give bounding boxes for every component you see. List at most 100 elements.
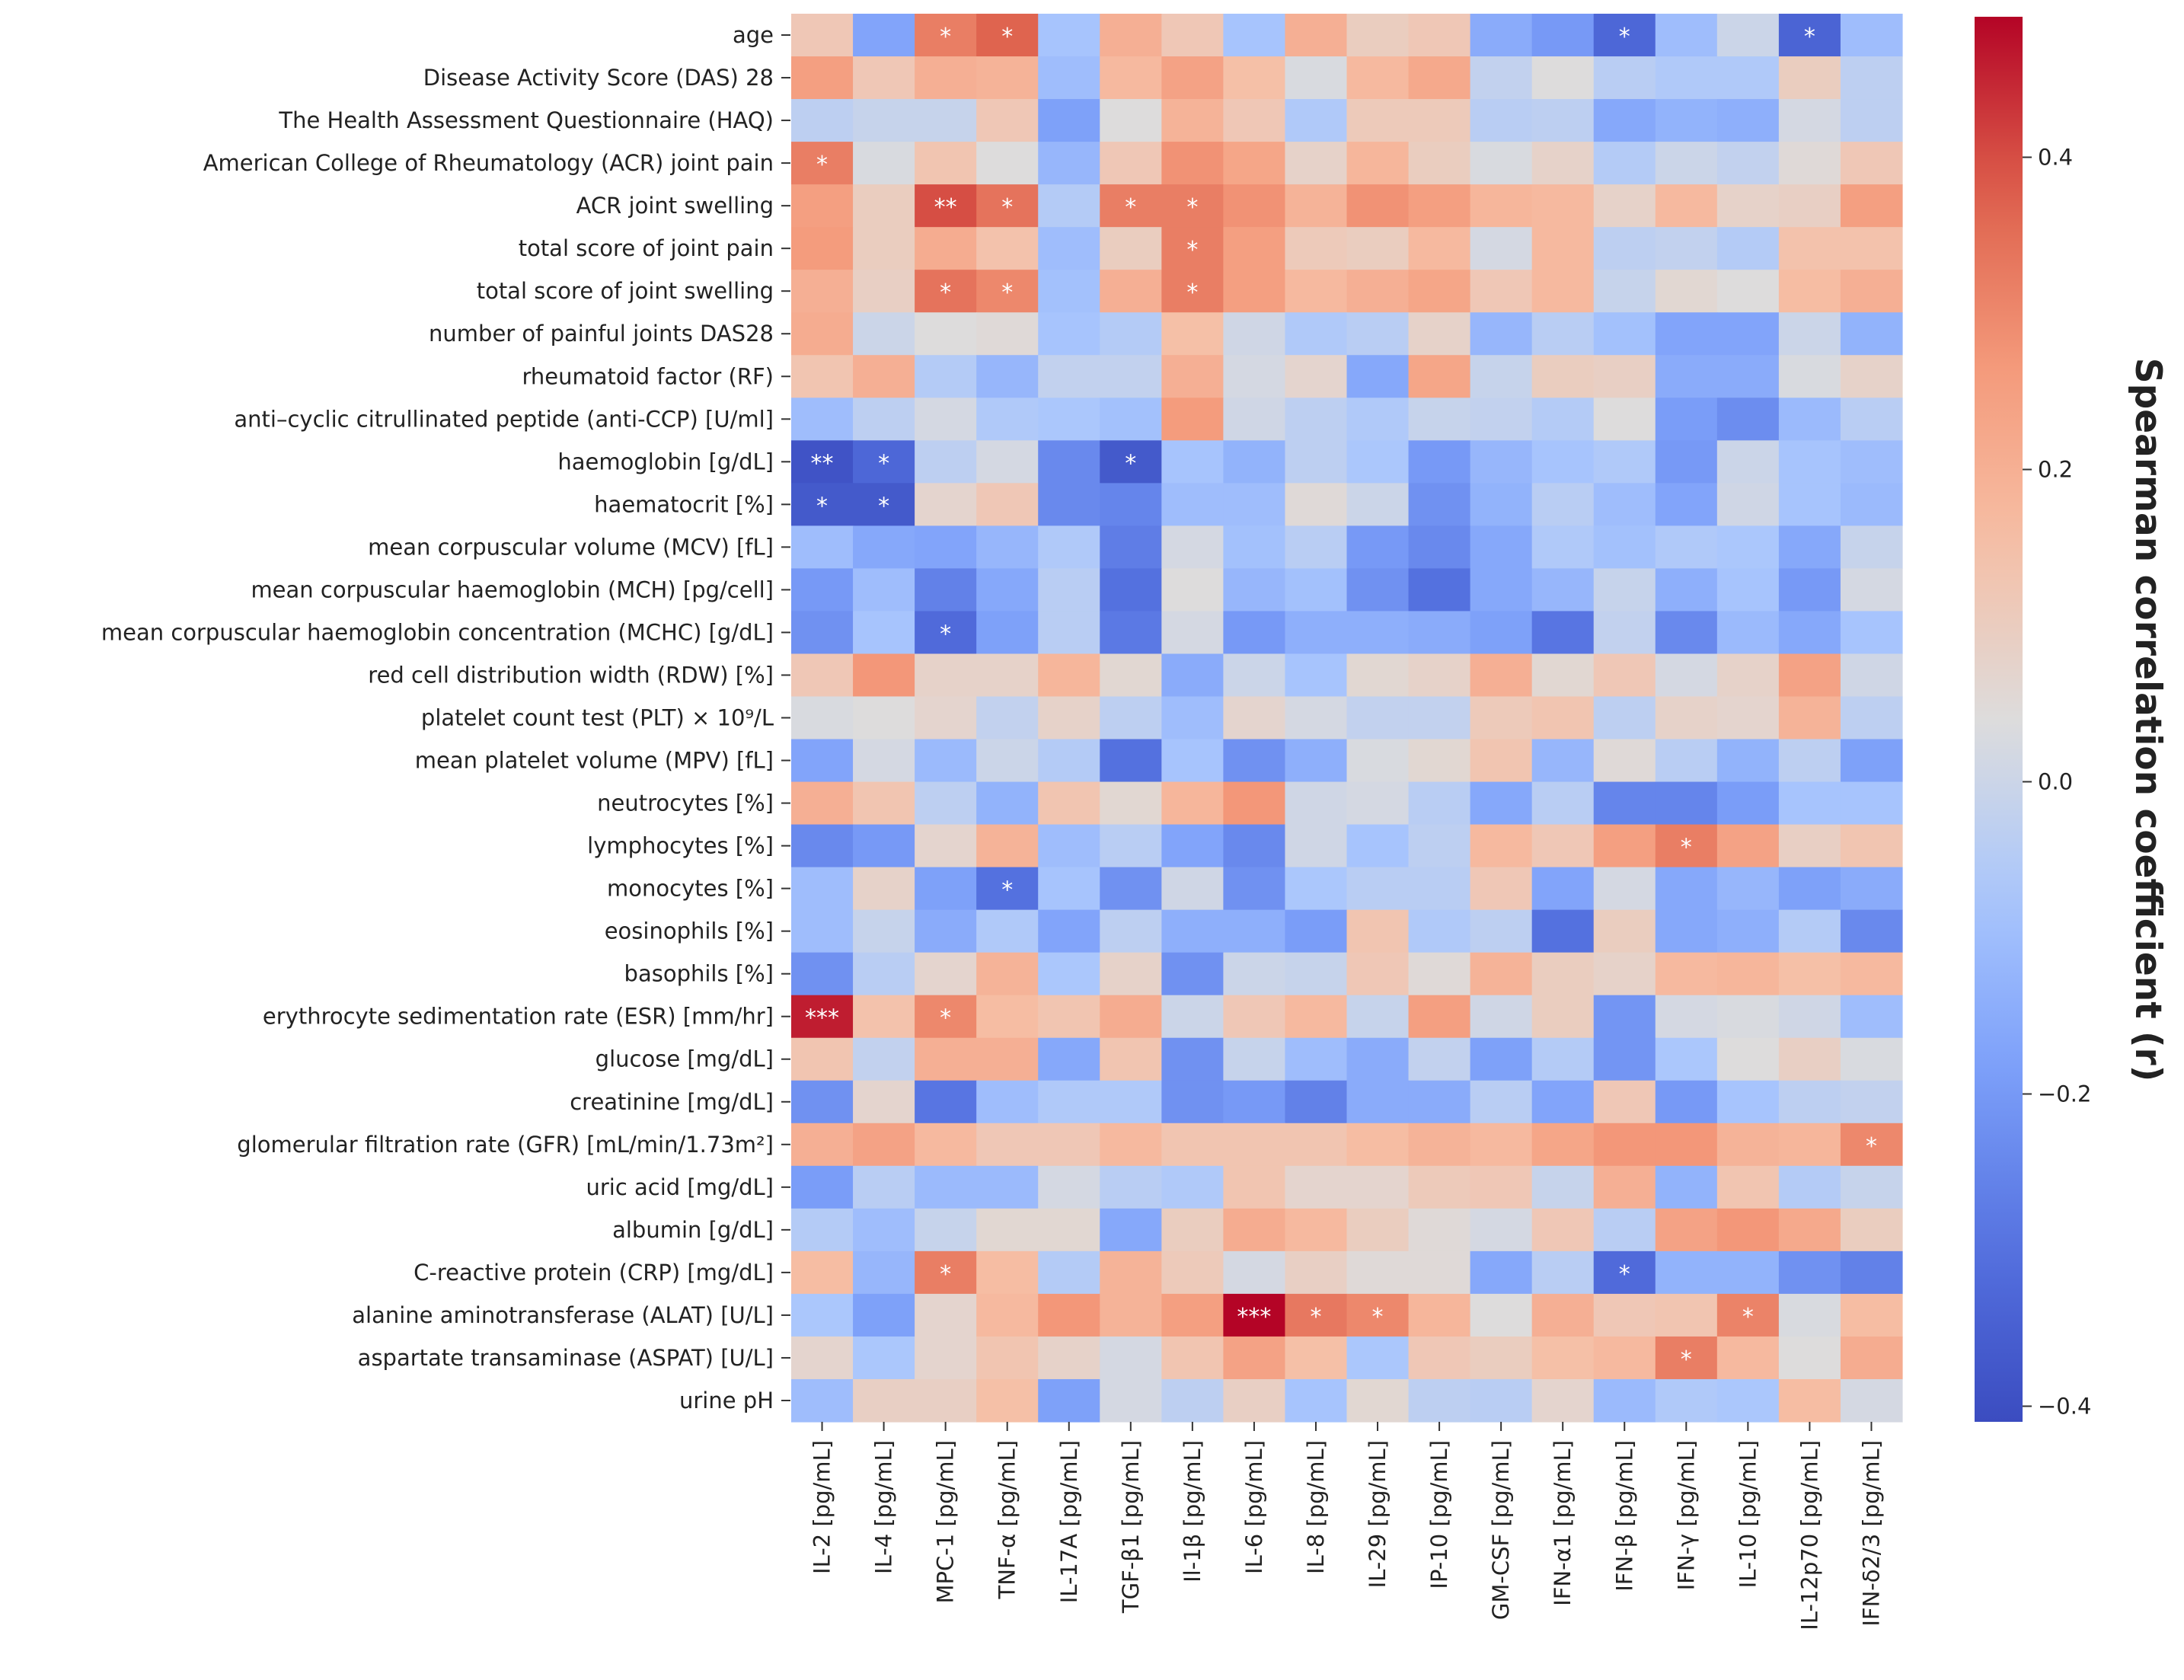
heatmap-cell: [1470, 1378, 1533, 1423]
heatmap-cell: [1840, 824, 1903, 868]
heatmap-cell: [915, 1165, 977, 1209]
heatmap-cell: [1038, 696, 1100, 740]
heatmap-cell: [1716, 99, 1780, 142]
heatmap-cell: [853, 909, 915, 953]
heatmap-cell: [1840, 56, 1903, 100]
heatmap-cell: [1531, 653, 1595, 698]
column-label: IL-17A [pg/mL]: [1056, 1440, 1082, 1603]
heatmap-cell: [1716, 653, 1780, 698]
heatmap-cell: [1470, 867, 1533, 911]
heatmap-cell: [1223, 1250, 1286, 1295]
heatmap-cell: [1778, 142, 1841, 185]
heatmap-cell: [976, 99, 1039, 142]
heatmap-cell: [1470, 1336, 1533, 1380]
colorbar-tick-label: −0.4: [2038, 1394, 2091, 1420]
heatmap-cell: [1593, 952, 1656, 996]
column-label: IFN-β [pg/mL]: [1611, 1440, 1637, 1592]
heatmap-cell: [853, 56, 915, 100]
heatmap-cell: [1038, 568, 1100, 612]
heatmap-cell: [1840, 1123, 1903, 1167]
heatmap-cell: [1778, 440, 1841, 484]
heatmap-cell: [1470, 227, 1533, 270]
column-label: IL-2 [pg/mL]: [809, 1440, 835, 1574]
heatmap-cell: [1408, 142, 1471, 185]
heatmap-cell: [1593, 696, 1656, 740]
significance-marker: *: [1804, 24, 1815, 50]
heatmap-cell: [1716, 1165, 1780, 1209]
heatmap-cell: [1038, 483, 1100, 526]
heatmap-cell: [1531, 56, 1595, 100]
heatmap-cell: [1223, 1336, 1286, 1380]
heatmap-cell: [1778, 1208, 1841, 1252]
heatmap-cell: [1778, 56, 1841, 100]
heatmap-cell: [853, 1037, 915, 1081]
heatmap-cell: [1716, 227, 1780, 270]
heatmap-cell: [1470, 1165, 1533, 1209]
heatmap-cell: [1285, 1165, 1348, 1209]
heatmap-cell: [1408, 1123, 1471, 1167]
heatmap-cell: [1408, 739, 1471, 783]
heatmap-cell: [1593, 611, 1656, 655]
heatmap-cell: [915, 312, 977, 356]
heatmap-cell: [1038, 56, 1100, 100]
heatmap-cell: [853, 440, 915, 484]
heatmap-cell: [853, 1165, 915, 1209]
heatmap-cell: [915, 653, 977, 698]
heatmap-cell: [1285, 355, 1348, 398]
heatmap-cell: [1285, 56, 1348, 100]
heatmap-cell: [1470, 440, 1533, 484]
heatmap-cell: [1408, 1378, 1471, 1423]
heatmap-cell: [1716, 398, 1780, 441]
heatmap-cell: [1346, 909, 1410, 953]
heatmap-cell: [1840, 867, 1903, 911]
heatmap-cell: [1223, 1123, 1286, 1167]
heatmap-cell: [1655, 653, 1718, 698]
heatmap-cell: [1408, 696, 1471, 740]
heatmap-cell: [1161, 824, 1224, 868]
row-label: haematocrit [%]: [594, 491, 774, 517]
heatmap-cell: [1346, 568, 1410, 612]
heatmap-cell: [1100, 56, 1162, 100]
heatmap-cell: [976, 1080, 1039, 1124]
heatmap-cell: [915, 1378, 977, 1423]
heatmap-cell: [1285, 398, 1348, 441]
heatmap-cell: [976, 312, 1039, 356]
row-label: mean corpuscular haemoglobin (MCH) [pg/c…: [251, 577, 774, 602]
significance-marker: *: [940, 1005, 951, 1032]
heatmap-cell: [1346, 696, 1410, 740]
heatmap-cell: [915, 1037, 977, 1081]
heatmap-cell: [1655, 568, 1718, 612]
heatmap-cell: [1408, 99, 1471, 142]
significance-marker: *: [1001, 194, 1013, 221]
row-label: haemoglobin [g/dL]: [557, 449, 774, 474]
heatmap-cell: [1100, 952, 1162, 996]
heatmap-cell: [1655, 525, 1718, 569]
heatmap-cell: [853, 1208, 915, 1252]
heatmap-cell: [1593, 568, 1656, 612]
heatmap-cell: [1531, 14, 1595, 57]
heatmap-cell: [1285, 312, 1348, 356]
heatmap-cell: [1593, 355, 1656, 398]
heatmap-cell: [1223, 781, 1286, 826]
heatmap-cell: [1100, 867, 1162, 911]
heatmap-cell: [1531, 312, 1595, 356]
heatmap-cell: [791, 1336, 854, 1380]
heatmap-cell: [1716, 824, 1780, 868]
heatmap-cell: [1161, 525, 1224, 569]
heatmap-cell: [1593, 1250, 1656, 1295]
heatmap-cell: [1285, 909, 1348, 953]
heatmap-cell: [1593, 739, 1656, 783]
heatmap-cell: [791, 184, 854, 228]
heatmap-cell: [1531, 995, 1595, 1039]
heatmap-cell: [976, 440, 1039, 484]
heatmap-cell: [1655, 1208, 1718, 1252]
heatmap-cell: [1038, 1165, 1100, 1209]
heatmap-cell: [1840, 483, 1903, 526]
heatmap-cell: [1346, 781, 1410, 826]
heatmap-cell: [1346, 1293, 1410, 1337]
heatmap-cell: [976, 1250, 1039, 1295]
heatmap-cell: [915, 739, 977, 783]
heatmap-cell: [1100, 142, 1162, 185]
heatmap-cell: [1778, 653, 1841, 698]
